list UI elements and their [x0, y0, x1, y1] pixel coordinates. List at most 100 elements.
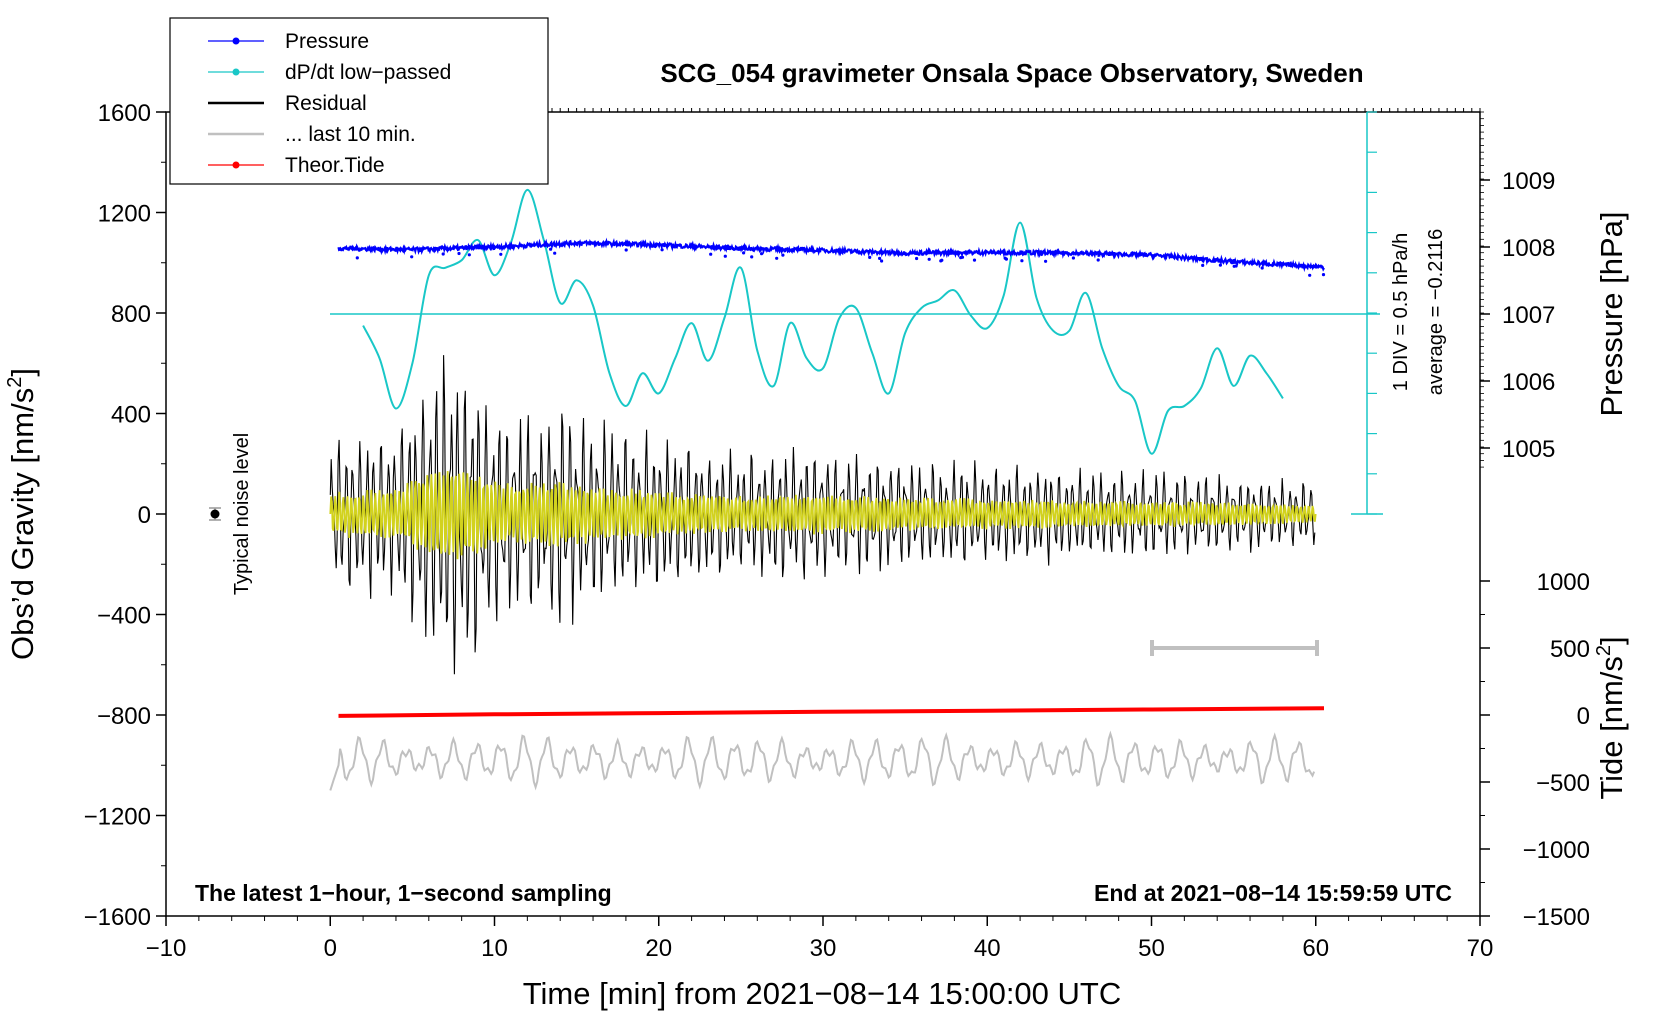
y-tick-label: 800: [111, 301, 151, 328]
x-tick-label: −10: [146, 935, 187, 962]
pressure-point: [1218, 263, 1222, 267]
legend-marker: [232, 161, 240, 169]
pressure-point: [660, 248, 664, 252]
pressure-axis-ticks: 1009 1008 1007 1006 1005: [1480, 111, 1555, 468]
x-tick-label: 10: [481, 935, 508, 962]
average-label: average = −0.2116: [1425, 229, 1447, 395]
pressure-point: [553, 251, 557, 255]
pressure-point: [1071, 256, 1075, 260]
tide-tick-label: −500: [1536, 770, 1590, 797]
noise-level-label: Typical noise level: [231, 433, 253, 595]
pressure-line: [337, 237, 1325, 273]
y-axis-title-end: ]: [5, 368, 40, 377]
chart-title: SCG_054 gravimeter Onsala Space Observat…: [660, 58, 1363, 88]
pressure-point: [457, 251, 461, 256]
pressure-point: [775, 256, 779, 260]
pressure-point: [927, 257, 931, 261]
y-axis-title-main: Obs’d Gravity [nm/s: [5, 388, 40, 660]
tide-tick-label: 500: [1550, 636, 1590, 663]
tide-tick-label: 0: [1577, 703, 1590, 730]
tide-tick-label: 1000: [1537, 569, 1590, 596]
tide-axis-title: Tide [nm/s2]: [1593, 636, 1629, 799]
tide-axis-ticks: 1000 500 0 −500 −1000 −1500: [1480, 569, 1590, 931]
tide-axis-title-end: ]: [1594, 636, 1629, 645]
y-tick-label: 1600: [98, 100, 151, 127]
pressure-point: [1003, 256, 1007, 260]
pressure-point: [1020, 259, 1024, 263]
legend-label: Pressure: [285, 30, 369, 53]
pressure-point: [878, 256, 882, 260]
dpdt-line: [362, 188, 1284, 455]
pressure-tick-label: 1006: [1502, 369, 1555, 396]
pressure-point: [624, 248, 628, 252]
y-axis-title: Obs’d Gravity [nm/s2]: [4, 368, 40, 660]
pressure-point: [781, 253, 785, 257]
y-tick-label: 400: [111, 402, 151, 429]
legend-label: Theor.Tide: [285, 154, 385, 177]
pressure-point: [959, 256, 963, 260]
pressure-point: [868, 255, 872, 259]
bottom-left-note: The latest 1−hour, 1−second sampling: [195, 880, 612, 906]
last-10-min-line: [329, 730, 1316, 791]
x-tick-label: 50: [1138, 935, 1165, 962]
pressure-point: [1044, 259, 1048, 263]
x-tick-label: 30: [810, 935, 837, 962]
pressure-point: [760, 252, 764, 256]
y-tick-label: −1600: [84, 904, 151, 931]
pressure-tick-label: 1009: [1502, 168, 1555, 195]
pressure-point: [467, 253, 471, 257]
pressure-point: [499, 252, 503, 256]
y-tick-label: −400: [97, 603, 151, 630]
pressure-tick-label: 1007: [1502, 302, 1555, 329]
tide-line: [338, 706, 1325, 718]
pressure-point: [709, 252, 713, 256]
pressure-point: [355, 256, 359, 260]
x-tick-label: 70: [1467, 935, 1494, 962]
residual-filtered-line: [329, 471, 1317, 560]
tide-axis-title-main: Tide [nm/s: [1594, 656, 1629, 800]
pressure-point: [1201, 263, 1205, 267]
pressure-point: [940, 258, 944, 262]
x-axis-ticks: −10 0 10 20 30 40 50 60 70: [146, 108, 1494, 962]
bottom-right-note: End at 2021−08−14 15:59:59 UTC: [1094, 880, 1452, 906]
ten-minute-bar: [1150, 640, 1319, 656]
legend: Pressure dP/dt low−passed Residual ... last…: [169, 17, 549, 185]
y-tick-label: −800: [97, 703, 151, 730]
legend-entries: Pressure dP/dt low−passed Residual ... last…: [208, 30, 451, 177]
pressure-point: [410, 255, 414, 259]
y-axis-ticks: 1600 1200 800 400 0 −400 −800 −1200 −1600: [84, 100, 166, 931]
pressure-point: [1096, 258, 1100, 262]
pressure-point: [915, 256, 919, 261]
legend-label: dP/dt low−passed: [285, 61, 451, 84]
pressure-point: [723, 254, 727, 258]
pressure-tick-label: 1005: [1502, 436, 1555, 463]
dpdt-scale-ticks: [1367, 111, 1377, 515]
series-layer: [329, 188, 1326, 791]
tide-tick-label: −1500: [1523, 904, 1590, 931]
y-axis-title-sup: 2: [4, 377, 26, 388]
tide-tick-label: −1000: [1523, 837, 1590, 864]
tide-axis-title-sup: 2: [1593, 645, 1615, 656]
pressure-point: [1308, 273, 1312, 277]
pressure-point: [1260, 266, 1264, 270]
x-tick-label: 40: [974, 935, 1001, 962]
pressure-point: [972, 258, 977, 262]
y-tick-label: −1200: [84, 804, 151, 831]
x-axis-title: Time [min] from 2021−08−14 15:00:00 UTC: [523, 976, 1122, 1011]
div-label: 1 DIV = 0.5 hPa/h: [1390, 233, 1412, 391]
y-tick-label: 0: [138, 502, 151, 529]
pressure-point: [549, 247, 553, 251]
pressure-point: [880, 259, 884, 263]
pressure-point: [441, 252, 445, 256]
pressure-point: [1321, 273, 1326, 277]
pressure-point: [742, 251, 746, 255]
pressure-point: [750, 255, 754, 259]
residual-line: [329, 355, 1316, 675]
legend-box: [169, 17, 549, 185]
y-tick-label: 1200: [98, 201, 151, 228]
x-tick-label: 0: [324, 935, 337, 962]
noise-level-marker: [209, 507, 221, 521]
x-tick-label: 20: [645, 935, 672, 962]
legend-label: Residual: [285, 92, 367, 115]
